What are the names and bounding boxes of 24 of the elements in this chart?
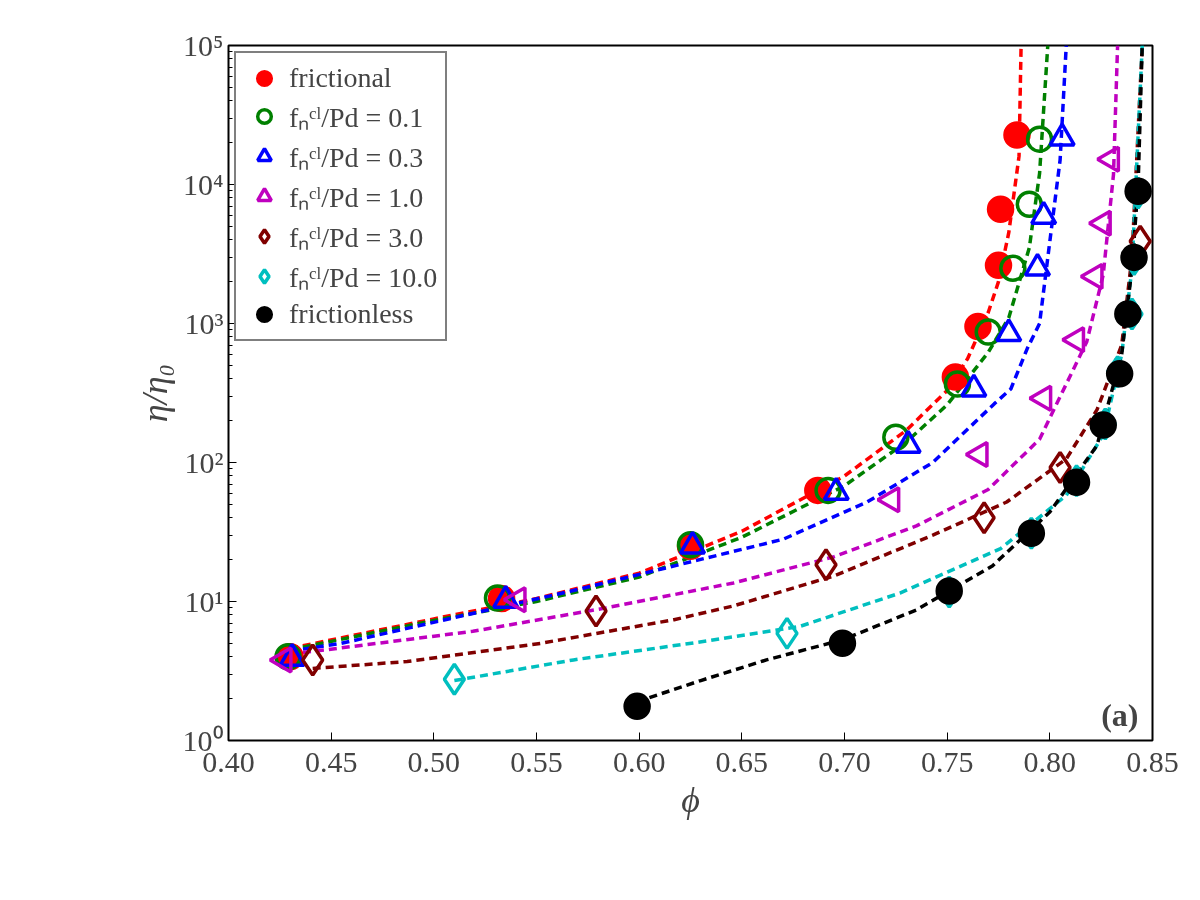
x-tick-label: 0.75 [920,744,974,778]
x-tick-label: 0.80 [1023,744,1077,778]
legend-label: frictionless [289,298,414,330]
legend-label: fₙᶜˡ/Pd = 0.3 [289,141,424,175]
legend-label: frictional [289,62,392,94]
x-tick-label: 0.85 [1126,744,1179,778]
y-tick-label: 10⁵ [183,29,224,62]
x-tick-label: 0.50 [407,744,461,778]
y-axis-title: η/η₀ [134,363,175,423]
legend-label: fₙᶜˡ/Pd = 1.0 [289,181,424,215]
legend-label: fₙᶜˡ/Pd = 3.0 [289,221,424,255]
x-tick-label: 0.65 [715,744,769,778]
x-tick-label: 0.60 [612,744,666,778]
legend-label: fₙᶜˡ/Pd = 0.1 [289,101,424,135]
x-tick-label: 0.45 [304,744,358,778]
y-tick-label: 10² [184,446,224,479]
y-tick-label: 10⁴ [183,168,224,201]
x-tick-label: 0.70 [818,744,871,778]
y-tick-label: 10¹ [184,585,224,618]
legend-label: fₙᶜˡ/Pd = 10.0 [289,261,438,295]
x-tick-label: 0.55 [510,744,563,778]
y-tick-label: 10³ [184,307,224,340]
annotation: (a) [1101,696,1139,733]
x-axis-title: ϕ [681,779,700,820]
